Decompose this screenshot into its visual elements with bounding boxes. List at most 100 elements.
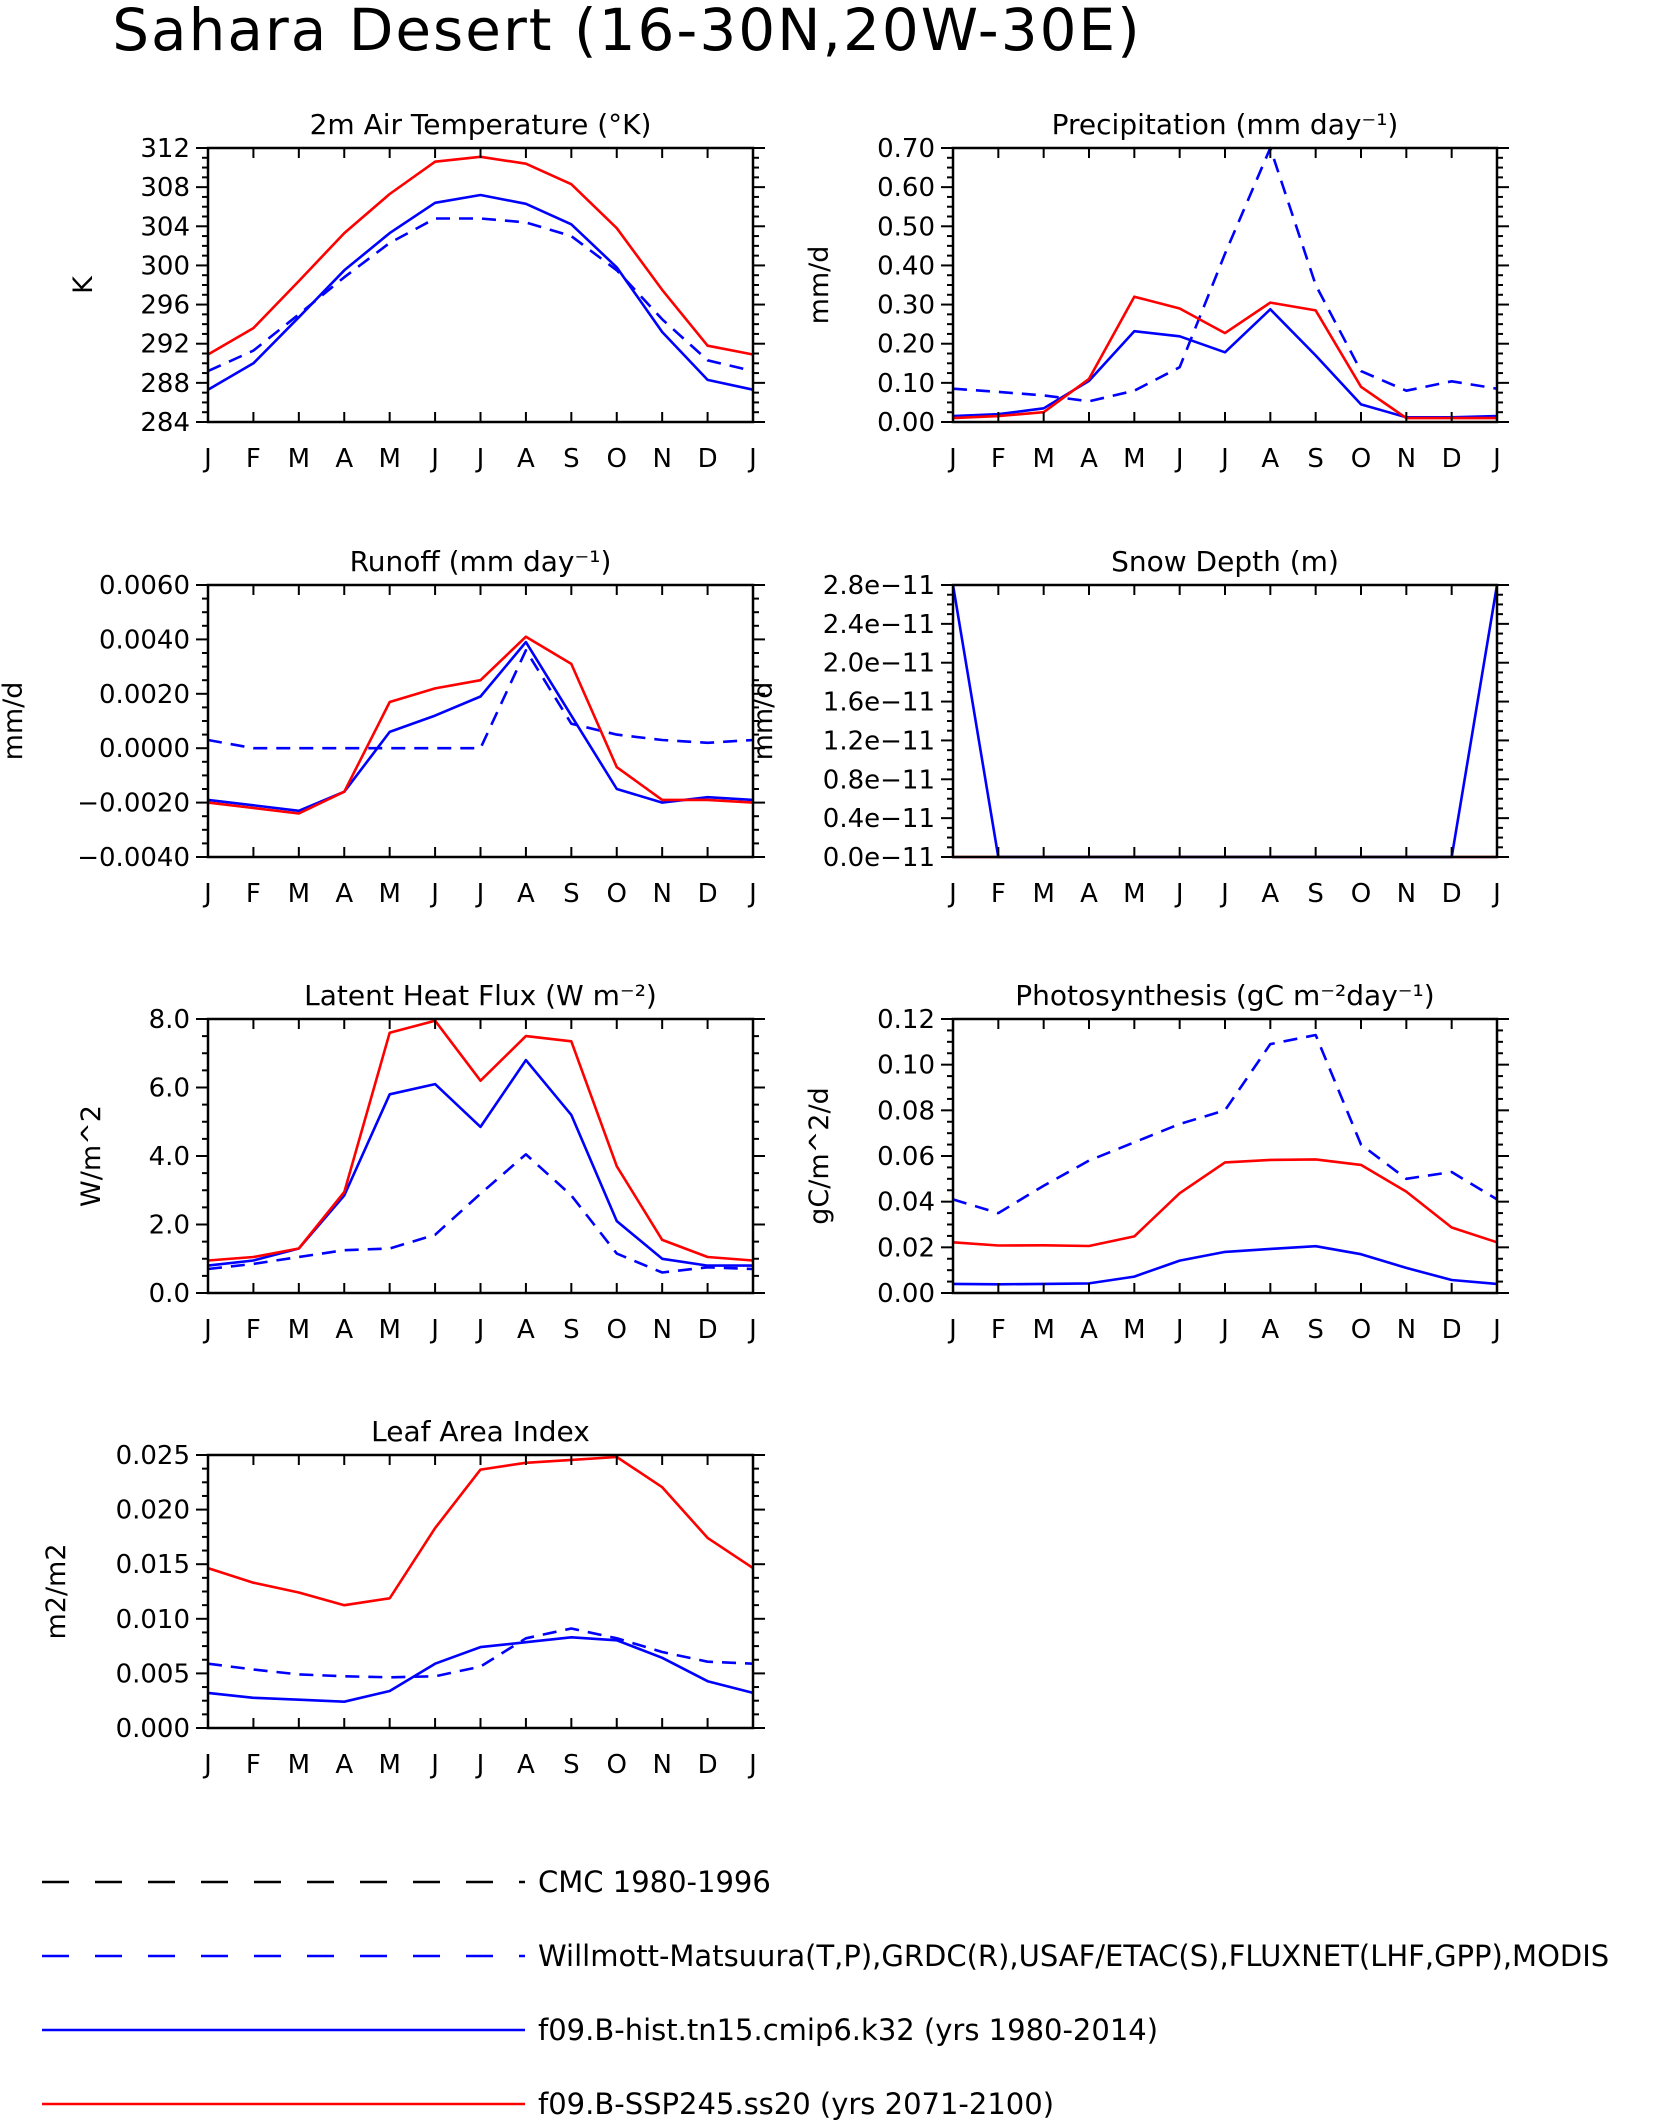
x-tick-label: S (563, 879, 580, 909)
y-tick-label: 0.0020 (99, 680, 190, 710)
y-tick-label: 0.005 (116, 1659, 190, 1689)
y-tick-label: −0.0020 (77, 789, 190, 819)
x-tick-label: D (698, 1315, 718, 1345)
y-axis-label: mm/d (804, 246, 835, 325)
y-tick-label: 300 (140, 251, 190, 281)
x-tick-label: N (652, 1315, 671, 1345)
chart-panel: Runoff (mm day⁻¹)J F M A M J J A S O N D J−0.0040−0.… (0, 545, 765, 909)
x-tick-label: J (429, 444, 439, 474)
x-tick-label: O (607, 1750, 627, 1780)
x-tick-label: A (1261, 444, 1279, 474)
chart-panel: Latent Heat Flux (W m⁻²)J F M A M J J A S O N D J0.0… (76, 979, 765, 1345)
y-tick-label: 288 (140, 369, 190, 399)
y-axis-label: K (68, 275, 99, 294)
x-tick-label: J (202, 444, 212, 474)
x-tick-label: O (607, 879, 627, 909)
y-tick-label: 0.10 (877, 1051, 935, 1081)
y-tick-label: 0.0060 (99, 571, 190, 601)
x-tick-label: M (288, 444, 310, 474)
y-tick-label: 6.0 (149, 1074, 190, 1104)
y-tick-label: 0.10 (877, 369, 935, 399)
x-tick-label: J (429, 1315, 439, 1345)
x-tick-label: S (1307, 444, 1324, 474)
x-tick-label: O (607, 1315, 627, 1345)
series-line (952, 1244, 1498, 1286)
chart-panel: Photosynthesis (gC m⁻²day⁻¹)J F M A M J J A S O N D… (804, 979, 1509, 1345)
y-tick-label: 304 (140, 212, 190, 242)
x-tick-label: M (378, 879, 400, 909)
y-tick-label: 0.0040 (99, 625, 190, 655)
x-tick-label: M (288, 1750, 310, 1780)
y-tick-label: 2.0e−11 (823, 649, 935, 679)
y-tick-label: 0.12 (877, 1005, 935, 1035)
panel-title: Photosynthesis (gC m⁻²day⁻¹) (1015, 979, 1434, 1012)
x-tick-label: A (335, 1315, 353, 1345)
x-tick-label: A (1080, 879, 1098, 909)
x-tick-label: J (475, 879, 485, 909)
x-tick-label: J (1219, 444, 1229, 474)
y-axis-label: mm/d (748, 682, 779, 761)
series-line (952, 307, 1498, 419)
x-tick-label: M (378, 444, 400, 474)
series-line (207, 1058, 753, 1267)
x-tick-label: F (246, 1750, 261, 1780)
x-tick-label: A (517, 1315, 535, 1345)
series-line (207, 193, 754, 391)
y-tick-label: 0.60 (877, 173, 935, 203)
y-tick-label: 0.0 (149, 1279, 190, 1309)
y-tick-label: 2.4e−11 (823, 610, 935, 640)
x-tick-label: F (991, 879, 1006, 909)
x-tick-label: O (1351, 444, 1371, 474)
series-line (207, 1153, 754, 1274)
panel-title: Runoff (mm day⁻¹) (350, 545, 612, 578)
y-tick-label: 308 (140, 173, 190, 203)
series-line (207, 640, 754, 813)
x-tick-label: O (1351, 879, 1371, 909)
series-line (207, 1455, 754, 1607)
y-tick-label: 0.00 (877, 408, 935, 438)
panels-group: 2m Air Temperature (°K)J F M A M J J A S O N D J2842… (0, 108, 1509, 1780)
x-tick-label: D (1442, 444, 1462, 474)
x-tick-label: A (517, 1750, 535, 1780)
y-tick-label: 0.30 (877, 291, 935, 321)
y-tick-label: 0.02 (877, 1233, 935, 1263)
x-tick-label: J (202, 1315, 212, 1345)
chart-panel: Precipitation (mm day⁻¹)J F M A M J J A S O N D J0.0… (804, 108, 1509, 474)
x-tick-label: F (991, 1315, 1006, 1345)
series-line (207, 635, 754, 815)
y-tick-label: 312 (140, 134, 190, 164)
x-tick-label: S (1307, 1315, 1324, 1345)
x-tick-label: J (429, 1750, 439, 1780)
x-tick-label: J (1491, 1315, 1501, 1345)
series-line (951, 584, 1499, 859)
panel-title: Precipitation (mm day⁻¹) (1052, 108, 1399, 141)
y-tick-label: 0.08 (877, 1096, 935, 1126)
x-tick-label: J (1174, 444, 1184, 474)
x-tick-label: M (1123, 1315, 1145, 1345)
legend: CMC 1980-1996 Willmott-Matsuura(T,P),GRDC… (42, 1865, 1609, 2121)
y-tick-label: 0.70 (877, 134, 935, 164)
y-tick-label: −0.0040 (77, 843, 190, 873)
y-tick-label: 8.0 (149, 1005, 190, 1035)
x-tick-label: N (652, 1750, 671, 1780)
x-tick-label: M (288, 879, 310, 909)
x-tick-label: J (475, 444, 485, 474)
x-tick-label: M (1032, 1315, 1054, 1345)
y-tick-label: 0.4e−11 (823, 804, 935, 834)
y-tick-label: 2.8e−11 (823, 571, 935, 601)
x-tick-label: J (1491, 879, 1501, 909)
series-line (952, 1033, 1498, 1215)
x-tick-label: J (1219, 879, 1229, 909)
y-tick-label: 0.50 (877, 212, 935, 242)
x-tick-label: D (1442, 1315, 1462, 1345)
figure-title: Sahara Desert (16-30N,20W-30E) (112, 0, 1142, 64)
x-tick-label: J (747, 1750, 757, 1780)
x-tick-label: J (202, 879, 212, 909)
legend-label: Willmott-Matsuura(T,P),GRDC(R),USAF/ETAC… (538, 1939, 1609, 1973)
y-axis-label: W/m^2 (76, 1105, 107, 1207)
x-tick-label: O (1351, 1315, 1371, 1345)
chart-panel: 2m Air Temperature (°K)J F M A M J J A S O N D J2842… (68, 108, 765, 474)
x-tick-label: D (698, 1750, 718, 1780)
x-tick-label: S (563, 1750, 580, 1780)
x-tick-label: A (335, 444, 353, 474)
